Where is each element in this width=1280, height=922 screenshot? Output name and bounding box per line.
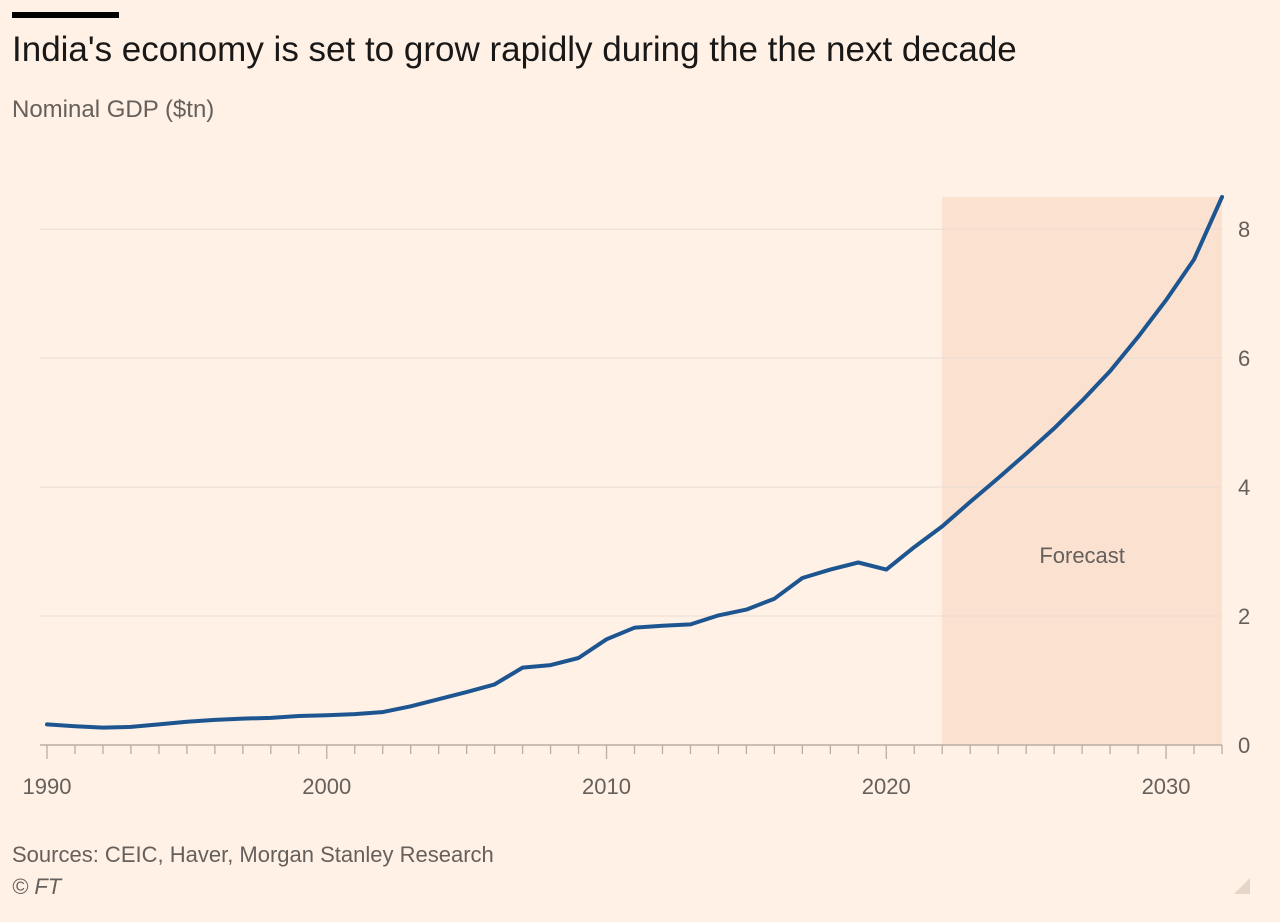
copyright-note: © FT	[12, 874, 62, 899]
x-tick-label: 2020	[862, 774, 911, 799]
x-tick-label: 2010	[582, 774, 631, 799]
chart-subtitle: Nominal GDP ($tn)	[12, 96, 215, 123]
series-line	[45, 195, 1224, 730]
y-tick-label: 6	[1238, 346, 1250, 371]
line-chart: Forecast 0 2 4 6 8 1990 2000 2010 2020 2030	[23, 195, 1250, 799]
brand-bar	[12, 12, 119, 18]
y-tick-label: 0	[1238, 733, 1250, 758]
x-tick-label: 2030	[1142, 774, 1191, 799]
forecast-label: Forecast	[1039, 543, 1125, 568]
chart-title: India's economy is set to grow rapidly d…	[12, 30, 1017, 69]
resize-handle-icon	[1234, 878, 1250, 894]
source-note: Sources: CEIC, Haver, Morgan Stanley Res…	[12, 842, 494, 867]
y-tick-label: 4	[1238, 475, 1250, 500]
x-tick-label: 1990	[23, 774, 72, 799]
y-tick-label: 2	[1238, 604, 1250, 629]
x-tick-label: 2000	[302, 774, 351, 799]
y-tick-label: 8	[1238, 217, 1250, 242]
